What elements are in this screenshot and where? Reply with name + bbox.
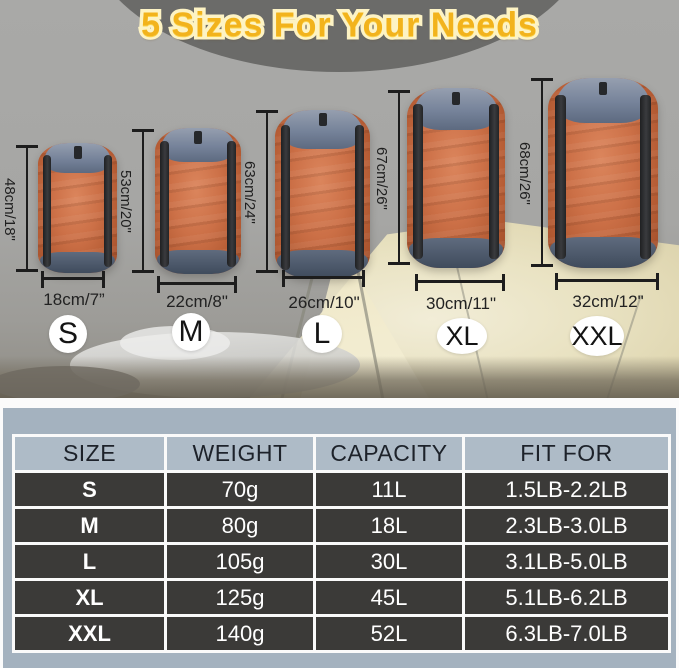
- table-cell-weight: 70g: [164, 470, 316, 509]
- table-cell-fit-for: 1.5LB-2.2LB: [462, 470, 671, 509]
- spec-table-row: S 70g 11L 1.5LB-2.2LB: [12, 470, 671, 509]
- table-cell-size: S: [12, 470, 167, 509]
- page-title-outline: 5 Sizes For Your Needs: [138, 3, 541, 48]
- table-cell-weight: 80g: [164, 506, 316, 545]
- table-cell-fit-for: 5.1LB-6.2LB: [462, 578, 671, 617]
- table-cell-fit-for: 3.1LB-5.0LB: [462, 542, 671, 581]
- table-header-weight: WEIGHT: [164, 434, 316, 473]
- page-title: 5 Sizes For Your Needs 5 Sizes For Your …: [0, 3, 679, 52]
- table-header-fit-for: FIT FOR: [462, 434, 671, 473]
- table-cell-capacity: 45L: [313, 578, 465, 617]
- table-cell-capacity: 11L: [313, 470, 465, 509]
- page-title-text: 5 Sizes For Your Needs: [141, 6, 538, 44]
- table-cell-capacity: 52L: [313, 614, 465, 653]
- spec-table-row: M 80g 18L 2.3LB-3.0LB: [12, 506, 671, 545]
- spec-section: SIZE WEIGHT CAPACITY FIT FOR S 70g 11L 1…: [0, 398, 679, 668]
- spec-table: SIZE WEIGHT CAPACITY FIT FOR S 70g 11L 1…: [12, 434, 671, 653]
- table-header-size: SIZE: [12, 434, 167, 473]
- spec-table-row: XL 125g 45L 5.1LB-6.2LB: [12, 578, 671, 617]
- table-header-capacity: CAPACITY: [313, 434, 465, 473]
- table-cell-size: M: [12, 506, 167, 545]
- table-cell-capacity: 18L: [313, 506, 465, 545]
- table-cell-weight: 125g: [164, 578, 316, 617]
- table-cell-fit-for: 2.3LB-3.0LB: [462, 506, 671, 545]
- table-cell-size: L: [12, 542, 167, 581]
- table-cell-size: XL: [12, 578, 167, 617]
- ground-tarp-highlight: [120, 326, 230, 360]
- table-cell-capacity: 30L: [313, 542, 465, 581]
- spec-table-row: L 105g 30L 3.1LB-5.0LB: [12, 542, 671, 581]
- spec-table-header-row: SIZE WEIGHT CAPACITY FIT FOR: [12, 434, 671, 473]
- table-cell-fit-for: 6.3LB-7.0LB: [462, 614, 671, 653]
- table-cell-weight: 140g: [164, 614, 316, 653]
- spec-panel: SIZE WEIGHT CAPACITY FIT FOR S 70g 11L 1…: [3, 408, 676, 668]
- spec-table-row: XXL 140g 52L 6.3LB-7.0LB: [12, 614, 671, 653]
- table-cell-size: XXL: [12, 614, 167, 653]
- table-cell-weight: 105g: [164, 542, 316, 581]
- rocks-shape: [0, 366, 140, 400]
